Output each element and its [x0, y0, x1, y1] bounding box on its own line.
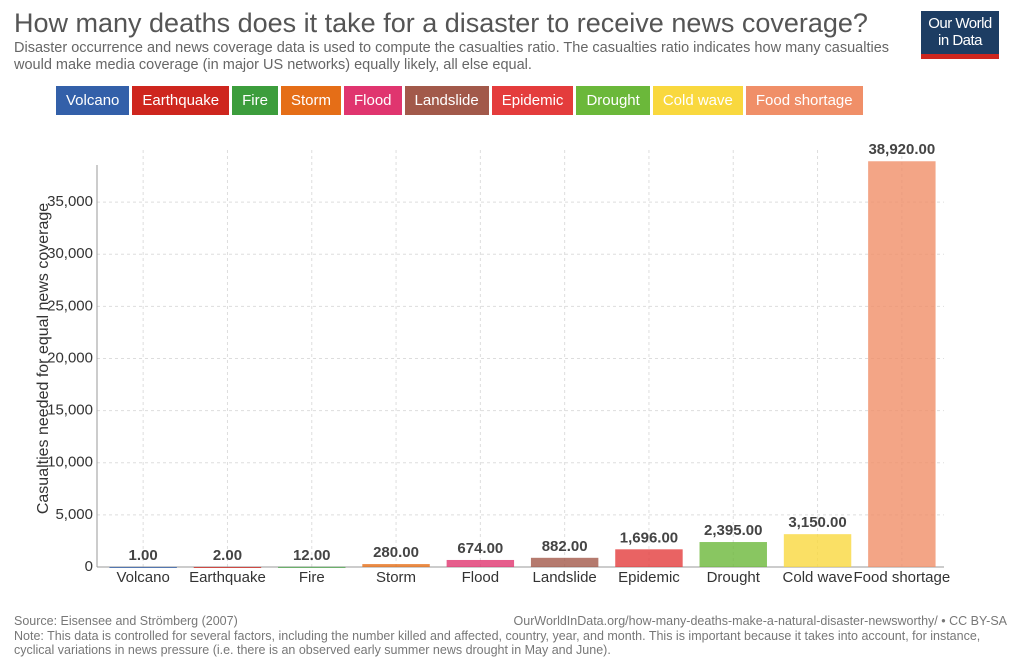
y-tick-label: 0	[85, 558, 93, 575]
legend-item[interactable]: Drought	[576, 86, 650, 115]
legend-item[interactable]: Earthquake	[132, 86, 230, 115]
chart-subtitle: Disaster occurrence and news coverage da…	[14, 40, 890, 73]
bar	[109, 566, 177, 568]
x-tick-label: Flood	[462, 569, 500, 586]
y-tick-label: 5,000	[55, 506, 93, 523]
legend-item[interactable]: Food shortage	[745, 86, 863, 115]
x-tick-label: Fire	[299, 569, 325, 586]
legend: Volcano Earthquake Fire Storm Flood Landslide…	[56, 86, 863, 115]
value-label: 2.00	[213, 547, 242, 564]
value-label: 882.00	[542, 538, 588, 555]
logo[interactable]: Our World in Data	[921, 11, 999, 59]
y-tick-label: 20,000	[47, 349, 93, 366]
x-tick-label: Storm	[376, 569, 416, 586]
x-tick-label: Epidemic	[618, 569, 680, 586]
x-tick-label: Food shortage	[853, 569, 950, 586]
value-label: 2,395.00	[704, 522, 762, 539]
y-axis-label: Casualties needed for equal news coverag…	[35, 203, 52, 514]
logo-line: Our World	[928, 15, 992, 32]
chart-title: How many deaths does it take for a disas…	[14, 8, 868, 38]
bar	[783, 534, 852, 567]
value-label: 1,696.00	[620, 529, 678, 546]
value-label: 674.00	[457, 540, 503, 557]
value-label: 12.00	[293, 547, 331, 564]
value-label: 3,150.00	[788, 514, 846, 531]
chart: 0 5,000 10,000 15,000 20,000 25,000 30,000 35,0…	[35, 141, 950, 586]
legend-item[interactable]: Fire	[232, 86, 278, 115]
bar	[446, 559, 515, 567]
legend-item[interactable]: Epidemic	[491, 86, 574, 115]
x-tick-label: Volcano	[116, 569, 169, 586]
logo-line: in Data	[937, 32, 983, 49]
x-tick-label: Cold wave	[783, 569, 853, 586]
x-tick-label: Earthquake	[189, 569, 266, 586]
legend-item[interactable]: Cold wave	[652, 86, 743, 115]
legend-item[interactable]: Storm	[280, 86, 341, 115]
y-tick-label: 35,000	[47, 193, 93, 210]
url[interactable]: OurWorldInData.org/how-many-deaths-make-…	[513, 614, 1007, 628]
note: Note: This data is controlled for severa…	[14, 629, 981, 657]
bar	[615, 549, 683, 567]
legend-item[interactable]: Volcano	[56, 86, 130, 115]
y-tick-label: 30,000	[47, 245, 93, 262]
bar	[362, 564, 430, 567]
source: Source: Eisensee and Strömberg (2007)	[14, 614, 238, 628]
y-tick-label: 25,000	[47, 297, 93, 314]
legend-item[interactable]: Landslide	[404, 86, 489, 115]
x-tick-label: Landslide	[533, 569, 597, 586]
y-tick-label: 15,000	[47, 402, 93, 419]
bar	[530, 557, 599, 567]
value-label: 38,920.00	[868, 141, 935, 158]
bar	[193, 566, 262, 568]
x-tick-label: Drought	[707, 569, 761, 586]
value-label: 280.00	[373, 544, 419, 561]
value-label: 1.00	[129, 547, 158, 564]
bar	[868, 161, 936, 567]
y-tick-label: 10,000	[47, 454, 93, 471]
bar	[278, 566, 346, 568]
bar	[699, 542, 767, 567]
legend-item[interactable]: Flood	[343, 86, 402, 115]
